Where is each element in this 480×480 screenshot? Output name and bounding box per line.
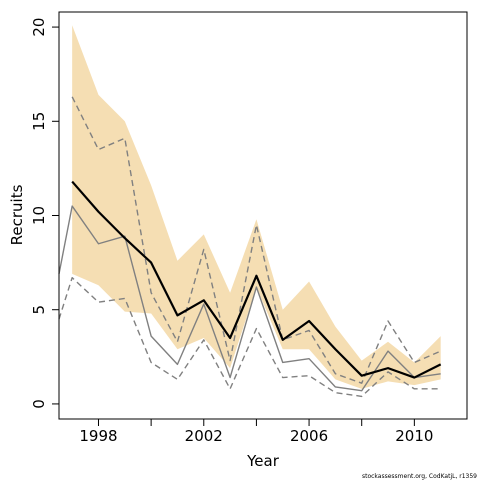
y-tick-label: 10 xyxy=(30,206,48,225)
x-tick-label: 2010 xyxy=(395,427,433,445)
y-tick-label: 0 xyxy=(30,399,48,409)
series-line-previous-lower xyxy=(58,276,441,398)
x-tick-label: 1998 xyxy=(79,427,117,445)
y-axis-title: Recruits xyxy=(8,184,26,245)
x-axis: 1998 2002 2006 2010 xyxy=(79,419,433,445)
x-tick-label: 2006 xyxy=(290,427,328,445)
y-tick-label: 5 xyxy=(30,305,48,315)
y-axis: 0 5 10 15 20 xyxy=(30,18,59,409)
y-tick-label: 15 xyxy=(30,112,48,131)
x-tick-label: 2002 xyxy=(185,427,223,445)
confidence-band xyxy=(72,25,441,389)
footnote: stockassessment.org, CodKatjL, r1359 xyxy=(362,473,477,480)
plot-area xyxy=(58,25,442,398)
series-line-estimate xyxy=(71,180,442,379)
y-tick-label: 20 xyxy=(30,18,48,37)
x-axis-title: Year xyxy=(246,452,280,470)
